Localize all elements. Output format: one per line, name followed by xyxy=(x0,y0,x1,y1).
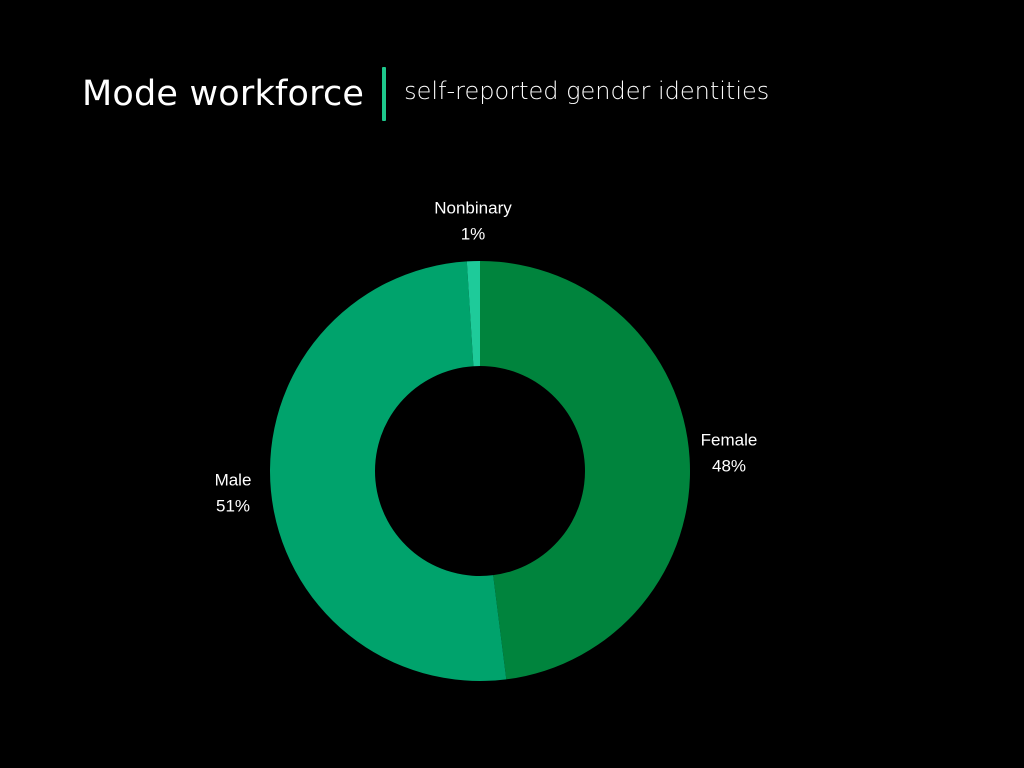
chart-title: Mode workforce xyxy=(82,74,365,114)
chart-subtitle: self-reported gender identities xyxy=(404,77,770,105)
slice-name-nonbinary: Nonbinary xyxy=(434,198,512,217)
title-divider xyxy=(382,67,387,121)
slice-value-male: 51% xyxy=(216,496,250,515)
slice-name-male: Male xyxy=(215,470,252,489)
slice-male xyxy=(270,261,507,681)
header: Mode workforce self-reported gender iden… xyxy=(82,66,769,122)
slice-nonbinary xyxy=(466,261,480,367)
slice-name-female: Female xyxy=(701,430,758,449)
donut-slices xyxy=(270,261,691,681)
slice-labels: Female 48% Male 51% Nonbinary 1% xyxy=(215,198,758,515)
slice-value-female: 48% xyxy=(712,456,746,475)
slice-female xyxy=(480,261,691,680)
slice-value-nonbinary: 1% xyxy=(461,224,486,243)
